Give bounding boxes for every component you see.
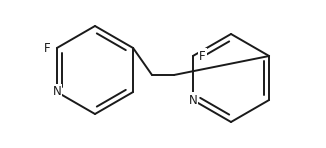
Text: N: N: [188, 94, 197, 107]
Text: F: F: [199, 49, 205, 62]
Text: N: N: [52, 86, 61, 99]
Text: F: F: [44, 41, 51, 54]
